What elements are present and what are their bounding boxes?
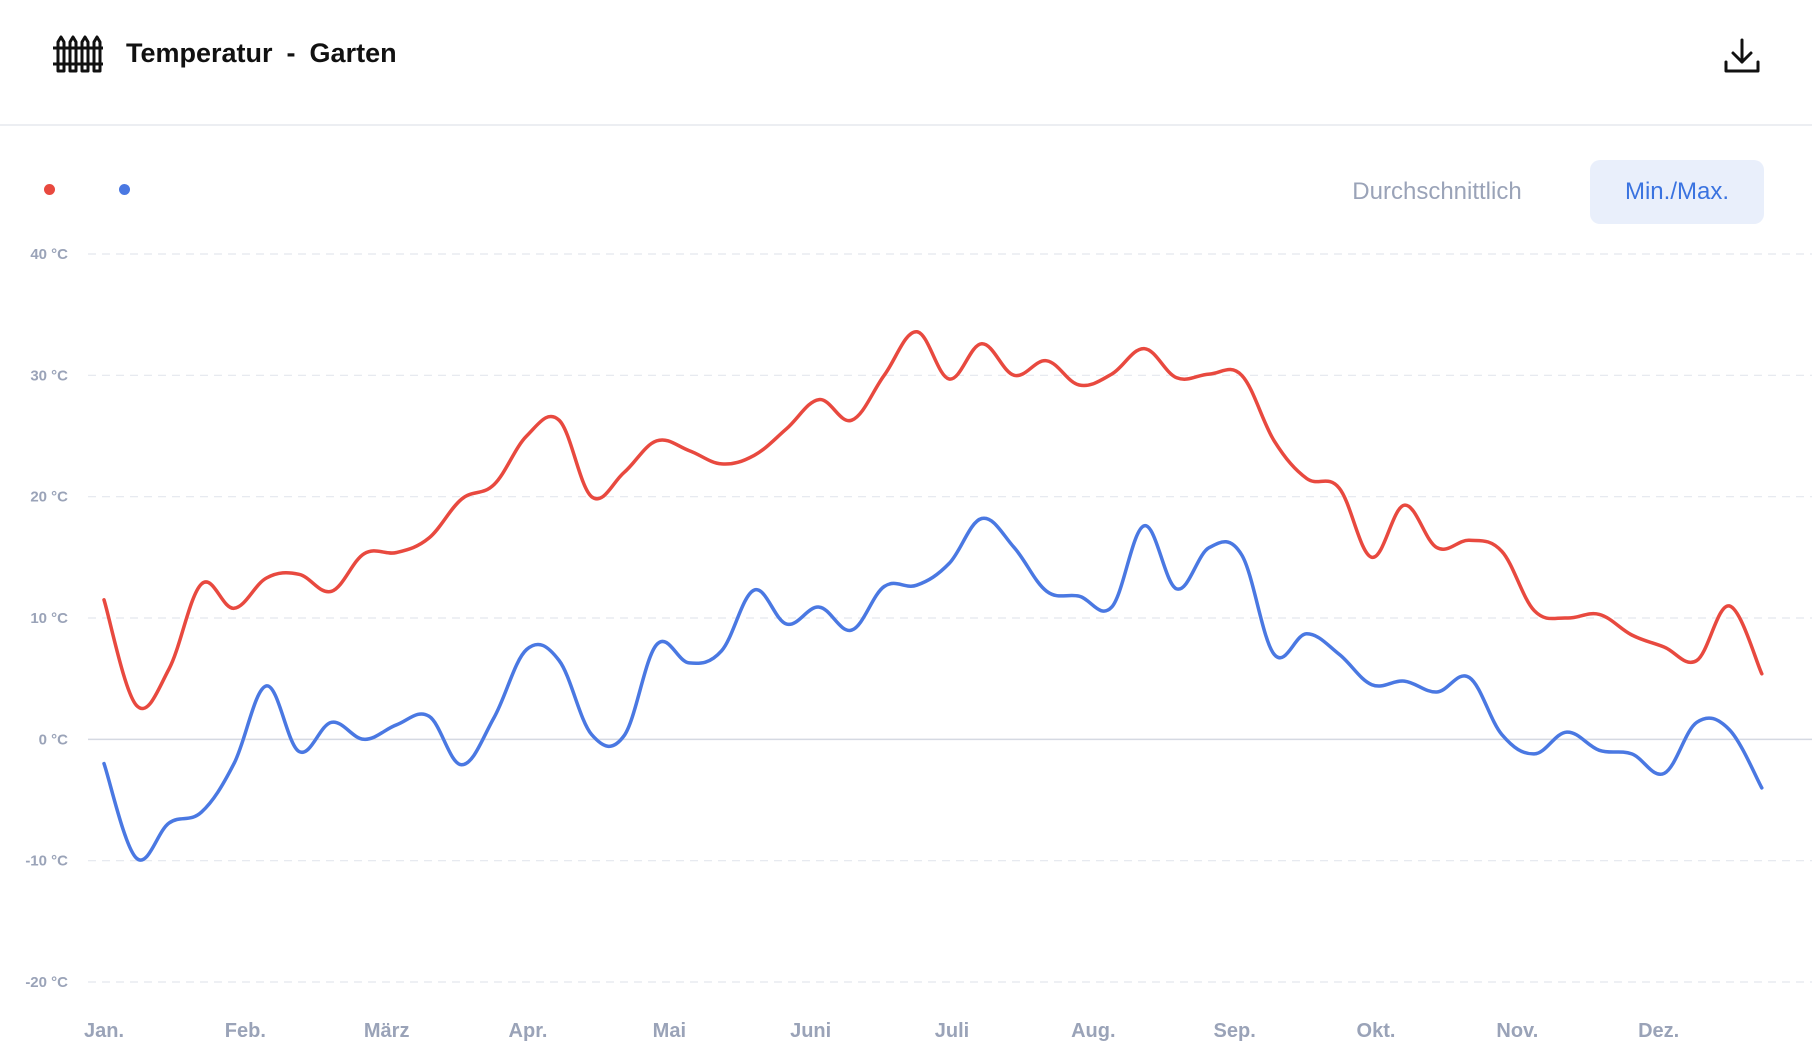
x-tick-label: Feb. [225,1020,266,1042]
legend-dot-max [44,184,55,195]
average-toggle-button[interactable]: Durchschnittlich [1352,178,1522,205]
x-tick-label: Sep. [1214,1020,1256,1042]
fence-icon [53,35,103,73]
series-line-max [102,329,1764,711]
y-tick-label: 10 °C [30,610,68,627]
minmax-toggle-button[interactable]: Min./Max. [1590,160,1764,224]
page-title: Temperatur - Garten [126,38,397,69]
x-tick-label: Aug. [1071,1020,1115,1042]
y-tick-label: 40 °C [30,246,68,263]
x-tick-label: März [364,1020,410,1042]
legend-dot-min [119,184,130,195]
x-tick-label: Okt. [1357,1020,1396,1042]
y-tick-label: -20 °C [25,974,68,991]
header: Temperatur - Garten [0,0,1812,126]
x-tick-label: Dez. [1638,1020,1679,1042]
title-separator: - [286,38,296,68]
title-location: Garten [309,38,397,68]
x-tick-label: Juni [790,1020,831,1042]
title-metric: Temperatur [126,38,273,68]
y-tick-label: 20 °C [30,489,68,506]
x-tick-label: Apr. [509,1020,548,1042]
x-tick-label: Jan. [84,1020,124,1042]
download-icon[interactable] [1720,36,1764,76]
y-tick-label: 30 °C [30,367,68,384]
x-tick-label: Juli [935,1020,969,1042]
y-tick-label: -10 °C [25,853,68,870]
y-tick-label: 0 °C [39,731,69,748]
series-line-min [102,516,1764,862]
x-tick-label: Mai [653,1020,686,1042]
x-tick-label: Nov. [1496,1020,1538,1042]
